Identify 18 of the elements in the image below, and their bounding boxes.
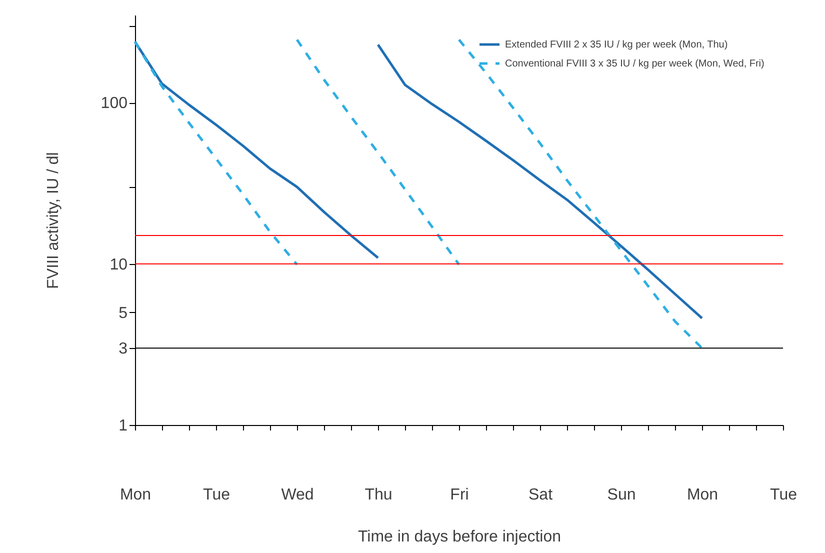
y-tick-label: 1 <box>118 418 128 434</box>
x-tick-label: Sat <box>528 486 554 504</box>
x-tick-label: Mon <box>686 486 718 504</box>
y-tick-label: 3 <box>118 340 128 358</box>
x-tick-label: Thu <box>364 486 392 504</box>
legend-label: Extended FVIII 2 x 35 IU / kg per week (Mon, Thu) <box>505 40 728 50</box>
x-tick-label: Wed <box>281 486 314 504</box>
y-axis-title: FVIII activity, IU / dl <box>44 152 62 289</box>
legend-label: Conventional FVIII 3 x 35 IU / kg per week (Mon, Wed, Fri) <box>505 58 764 70</box>
x-tick-label: Tue <box>770 486 798 504</box>
x-tick-label: Tue <box>203 486 230 504</box>
y-tick-label: 100 <box>100 95 128 112</box>
y-tick-label: 10 <box>110 256 128 274</box>
x-axis-title: Time in days before injection <box>358 528 562 546</box>
x-tick-label: Fri <box>450 486 469 504</box>
x-tick-label: Mon <box>120 486 152 504</box>
y-tick-label: 5 <box>118 304 128 322</box>
x-tick-label: Sun <box>607 486 636 504</box>
